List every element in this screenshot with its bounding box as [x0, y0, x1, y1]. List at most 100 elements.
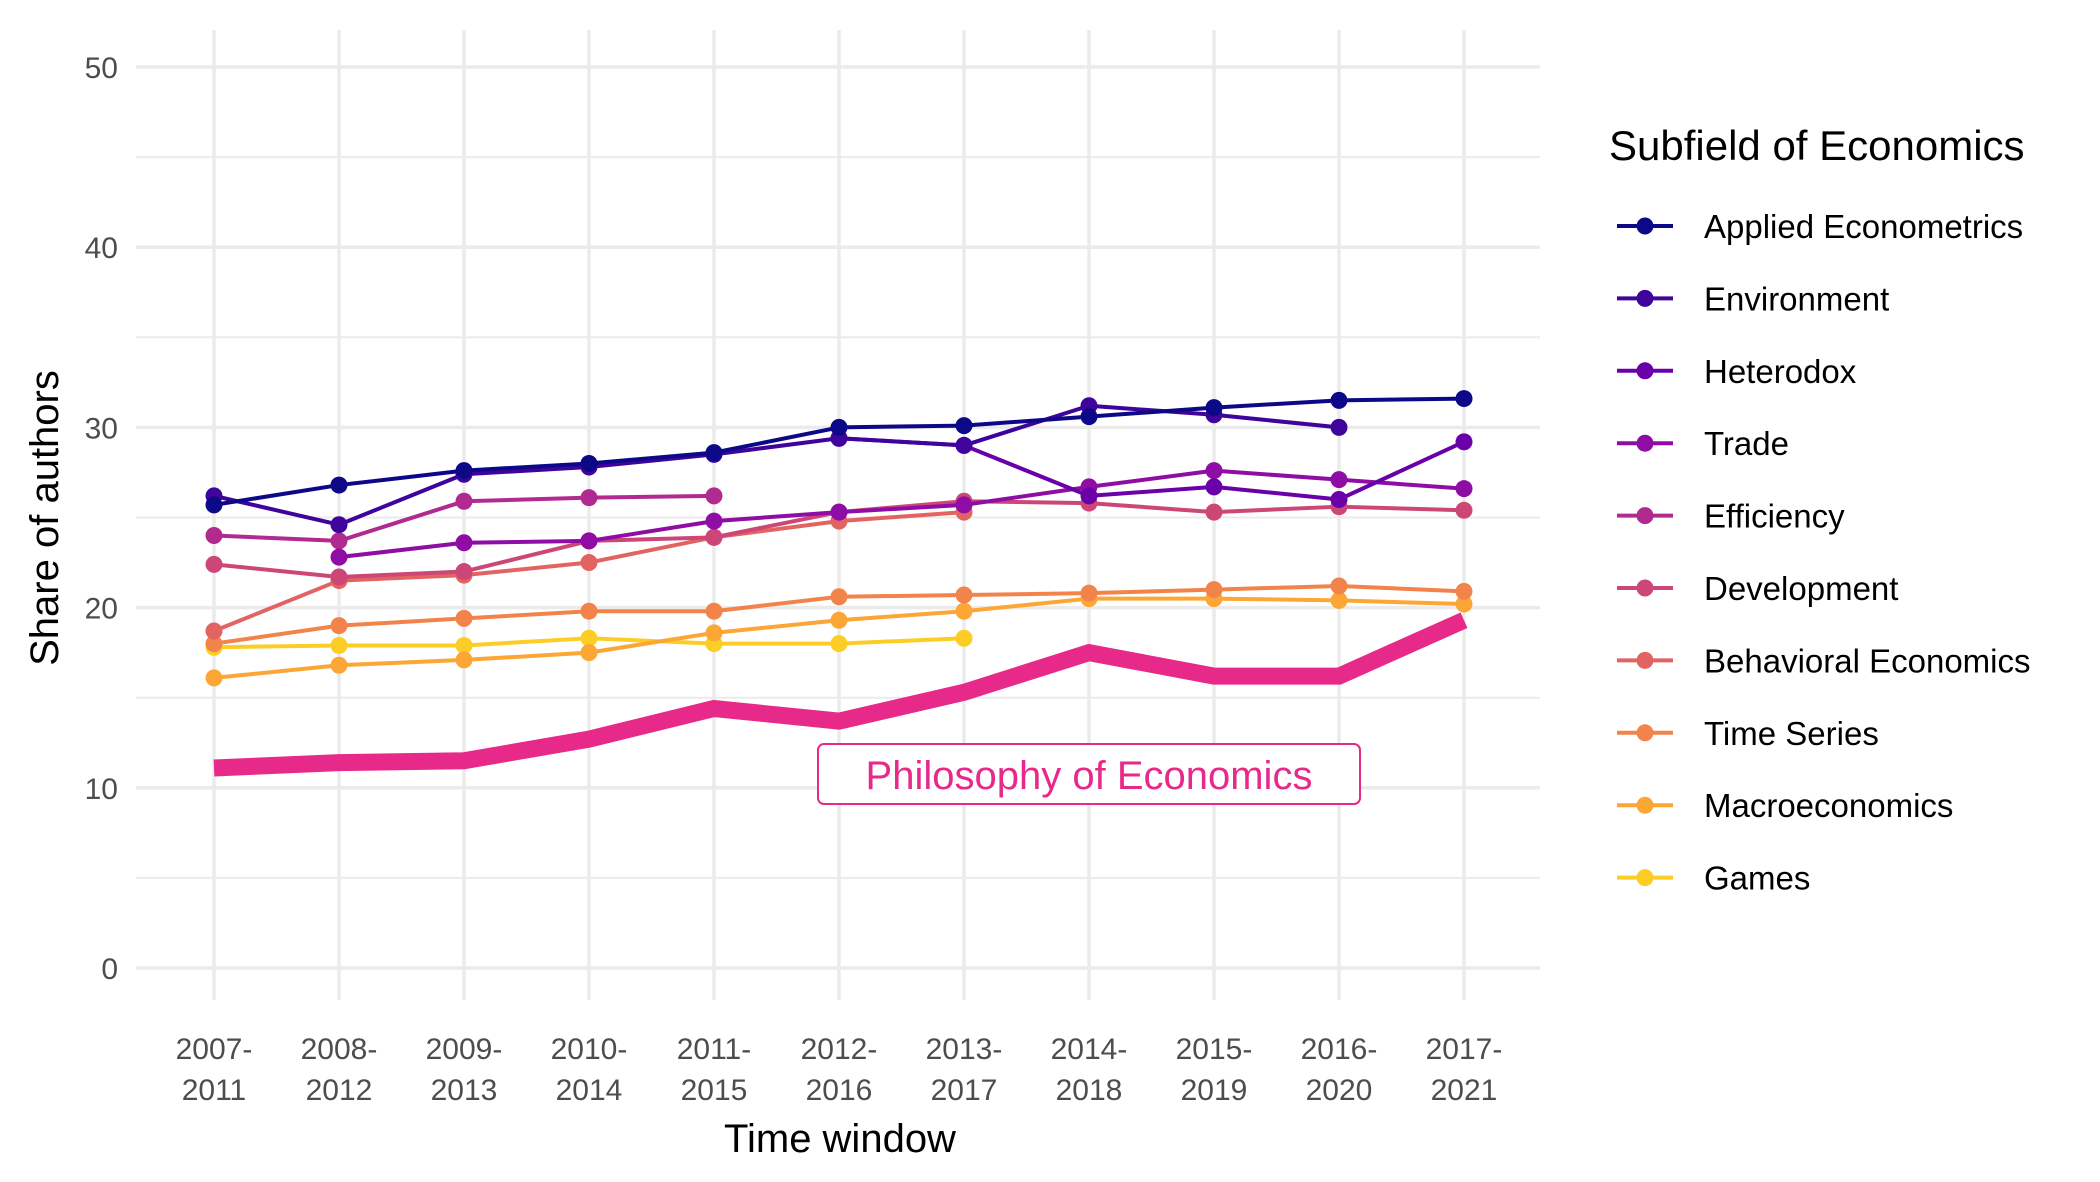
data-point [205, 669, 223, 687]
data-point [455, 462, 473, 480]
legend-point-icon [1636, 651, 1654, 669]
data-point [955, 586, 973, 604]
legend-label: Applied Econometrics [1704, 208, 2023, 245]
data-point [330, 568, 348, 586]
x-tick-label: 2018 [1056, 1074, 1123, 1107]
data-point [1205, 503, 1223, 521]
series-line [838, 436, 1465, 502]
legend-point-icon [1636, 362, 1654, 380]
x-tick-label: 2009- [426, 1033, 503, 1066]
legend-item: Games [1617, 860, 1810, 897]
data-point [830, 418, 848, 436]
legend-label: Efficiency [1704, 498, 1845, 535]
series-time-series [205, 577, 1473, 653]
x-tick-label: 2011- [677, 1033, 752, 1066]
data-point [580, 629, 598, 647]
data-point [1455, 390, 1473, 408]
data-point [1330, 591, 1348, 609]
data-point [330, 636, 348, 654]
data-point [205, 555, 223, 573]
x-tick-label: 2011 [182, 1074, 247, 1107]
data-point [1205, 399, 1223, 417]
x-tick-label: 2010- [551, 1033, 628, 1066]
data-point [955, 629, 973, 647]
data-point [330, 476, 348, 494]
data-point [1205, 462, 1223, 480]
data-point [205, 527, 223, 545]
legend-item: Heterodox [1617, 353, 1857, 390]
legend-title: Subfield of Economics [1609, 122, 2025, 169]
data-point [205, 496, 223, 514]
data-point [1330, 471, 1348, 489]
x-tick-label: 2007- [176, 1033, 253, 1066]
x-tick-label: 2020 [1306, 1074, 1373, 1107]
data-point [705, 602, 723, 620]
y-tick-label: 20 [85, 593, 118, 626]
x-tick-label: 2015 [681, 1074, 748, 1107]
data-point [580, 532, 598, 550]
x-tick-label: 2013 [431, 1074, 498, 1107]
legend-item: Development [1617, 570, 1898, 607]
series-line [213, 403, 1340, 527]
legend-label: Heterodox [1704, 353, 1857, 390]
legend-item: Applied Econometrics [1617, 208, 2023, 245]
data-point [830, 503, 848, 521]
data-point [1080, 408, 1098, 426]
legend-item: Trade [1617, 425, 1789, 462]
data-point [1455, 595, 1473, 613]
annotation-box [817, 743, 1361, 805]
data-point [1330, 391, 1348, 409]
legend: Subfield of Economics Applied Econometri… [1609, 122, 2031, 897]
x-tick-label: 2017 [931, 1074, 998, 1107]
x-tick-label: 2015- [1176, 1033, 1253, 1066]
data-point [455, 609, 473, 627]
data-point [830, 611, 848, 629]
x-tick-label: 2017- [1426, 1033, 1503, 1066]
series-lines [205, 390, 1473, 687]
y-tick-label: 0 [101, 953, 118, 986]
data-point [1205, 478, 1223, 496]
legend-item: Behavioral Economics [1617, 642, 2031, 679]
x-tick-label: 2012 [306, 1074, 373, 1107]
data-point [580, 602, 598, 620]
legend-item: Environment [1617, 280, 1889, 317]
data-point [1330, 418, 1348, 436]
y-tick-label: 40 [85, 232, 118, 265]
data-point [455, 534, 473, 552]
data-point [1330, 577, 1348, 595]
data-point [580, 454, 598, 472]
highlight-line [213, 612, 1468, 777]
series-line [338, 468, 1465, 560]
legend-point-icon [1636, 796, 1654, 814]
legend-point-icon [1636, 217, 1654, 235]
y-axis-title: Share of authors [23, 370, 67, 666]
data-point [1205, 581, 1223, 599]
legend-point-icon [1636, 434, 1654, 452]
legend-label: Trade [1704, 425, 1789, 462]
data-point [205, 622, 223, 640]
data-point [1455, 582, 1473, 600]
data-point [1080, 487, 1098, 505]
data-point [330, 656, 348, 674]
highlight-series [213, 612, 1468, 777]
x-tick-label: 2019 [1181, 1074, 1248, 1107]
data-point [205, 635, 223, 653]
annotation-label: Philosophy of Economics [866, 754, 1313, 798]
series-efficiency [205, 487, 723, 550]
y-axis-ticks: 0 10 20 30 40 50 [85, 52, 118, 986]
legend-item: Macroeconomics [1617, 787, 1953, 824]
series-trade [330, 462, 1473, 566]
x-tick-label: 2016- [1301, 1033, 1378, 1066]
x-axis-ticks: 2007- 2011 2008- 2012 2009- 2013 2010- 2014 2011… [176, 1033, 1503, 1107]
data-point [1330, 490, 1348, 508]
y-tick-label: 10 [85, 773, 118, 806]
legend-item: Efficiency [1617, 498, 1845, 535]
data-point [1455, 433, 1473, 451]
x-tick-label: 2014- [1051, 1033, 1128, 1066]
x-tick-label: 2016 [806, 1074, 873, 1107]
data-point [955, 436, 973, 454]
data-point [330, 548, 348, 566]
data-point [455, 492, 473, 510]
legend-point-icon [1636, 869, 1654, 887]
